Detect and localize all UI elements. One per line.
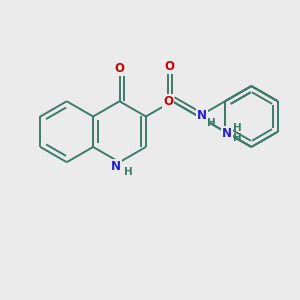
- Text: O: O: [163, 95, 173, 108]
- Text: H: H: [233, 123, 242, 133]
- Text: O: O: [115, 62, 124, 75]
- Text: O: O: [164, 60, 174, 73]
- Text: H: H: [233, 133, 242, 143]
- Text: N: N: [222, 127, 232, 140]
- Text: N: N: [197, 109, 207, 122]
- Text: H: H: [124, 167, 133, 177]
- Text: H: H: [208, 118, 216, 128]
- Text: N: N: [110, 160, 120, 173]
